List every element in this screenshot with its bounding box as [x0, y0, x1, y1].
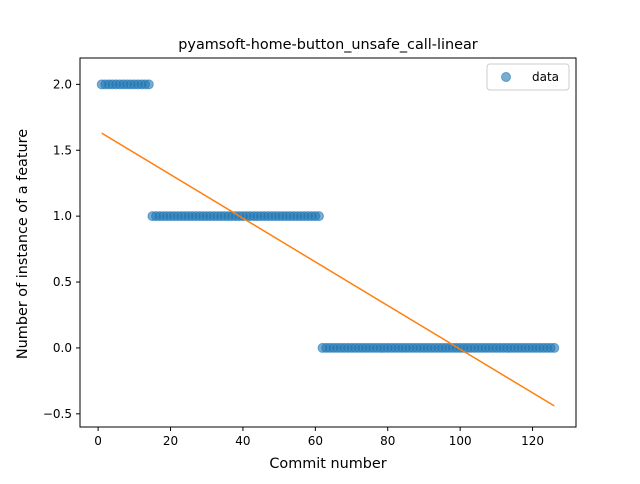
chart-title: pyamsoft-home-button_unsafe_call-linear — [178, 37, 477, 53]
y-tick-label: 2.0 — [53, 77, 72, 91]
plot-marks — [96, 79, 560, 407]
legend: data — [486, 63, 570, 91]
legend-label-data: data — [532, 70, 559, 84]
x-tick-label: 60 — [308, 434, 323, 448]
y-tick-label: 0.5 — [53, 275, 72, 289]
plot-frame — [79, 57, 577, 428]
y-axis-label: Number of instance of a feature — [15, 129, 31, 359]
fit-line — [101, 132, 555, 407]
legend-box — [486, 63, 570, 91]
axes: 0 20 40 60 80 100 120 −0.5 0.0 0.5 1.0 1.5 2.0 — [43, 57, 577, 448]
y-tick-label: 1.0 — [53, 209, 72, 223]
x-tick-label: 80 — [380, 434, 395, 448]
data-point — [549, 342, 560, 353]
y-tick-label: 1.5 — [53, 143, 72, 157]
x-tick-label: 100 — [449, 434, 472, 448]
x-tick-label: 20 — [163, 434, 178, 448]
y-tick-label: −0.5 — [43, 407, 72, 421]
data-point — [313, 211, 324, 222]
y-tick-label: 0.0 — [53, 341, 72, 355]
x-tick-label: 120 — [521, 434, 544, 448]
x-tick-label: 0 — [94, 434, 102, 448]
legend-marker-data — [501, 72, 511, 82]
data-point — [143, 79, 154, 90]
x-axis-label: Commit number — [269, 456, 386, 472]
x-tick-label: 40 — [235, 434, 250, 448]
